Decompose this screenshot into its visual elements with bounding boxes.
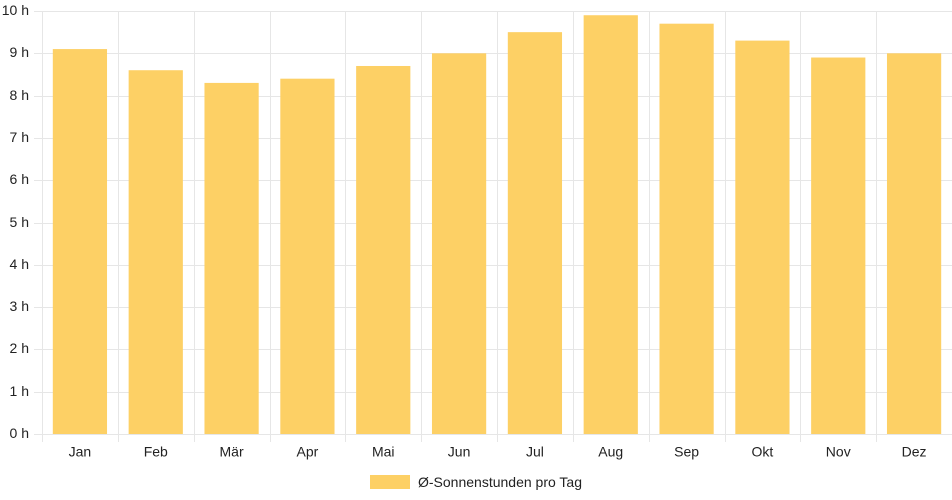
x-tick-label: Mär [220,444,244,460]
y-tick-label: 9 h [10,44,29,60]
x-tick-label: Feb [144,444,168,460]
x-tick-label: Jun [448,444,471,460]
y-tick-label: 1 h [10,383,29,399]
legend-label: Ø-Sonnenstunden pro Tag [418,474,582,490]
y-tick-label: 4 h [10,256,29,272]
x-tick-label: Sep [674,444,699,460]
bar-okt [735,40,790,435]
bar-mai [356,65,411,435]
x-tick-label: Jan [69,444,92,460]
bar-dez [886,53,942,435]
grid-lines [34,11,952,442]
x-axis: Jan Feb Mär Apr Mai Jun Jul Aug Sep Okt Nov Dez [69,444,927,460]
y-tick-label: 0 h [10,425,29,441]
y-tick-label: 2 h [10,340,29,356]
x-tick-label: Dez [902,444,927,460]
bar-feb [128,70,183,434]
legend[interactable]: Ø-Sonnenstunden pro Tag [370,472,582,492]
y-tick-label: 5 h [10,214,29,230]
bar-jan [52,49,108,434]
bar-sep [659,23,714,434]
x-tick-label: Okt [752,444,774,460]
y-axis: 0 h 1 h 2 h 3 h 4 h 5 h 6 h 7 h 8 h 9 h 10 h [2,2,29,441]
bar-apr [280,78,335,435]
x-tick-label: Nov [826,444,851,460]
x-tick-label: Jul [526,444,544,460]
y-tick-label: 6 h [10,171,29,187]
bar-mär [204,82,259,434]
bar-nov [811,57,866,434]
y-tick-label: 7 h [10,129,29,145]
bar-aug [583,15,638,434]
bar-jul [507,32,563,435]
legend-swatch [370,475,410,489]
bars [52,15,942,435]
y-tick-label: 3 h [10,298,29,314]
bar-jun [431,53,487,435]
x-tick-label: Mai [372,444,395,460]
x-tick-label: Aug [598,444,623,460]
y-tick-label: 8 h [10,87,29,103]
x-tick-label: Apr [297,444,319,460]
y-tick-label: 10 h [2,2,29,18]
